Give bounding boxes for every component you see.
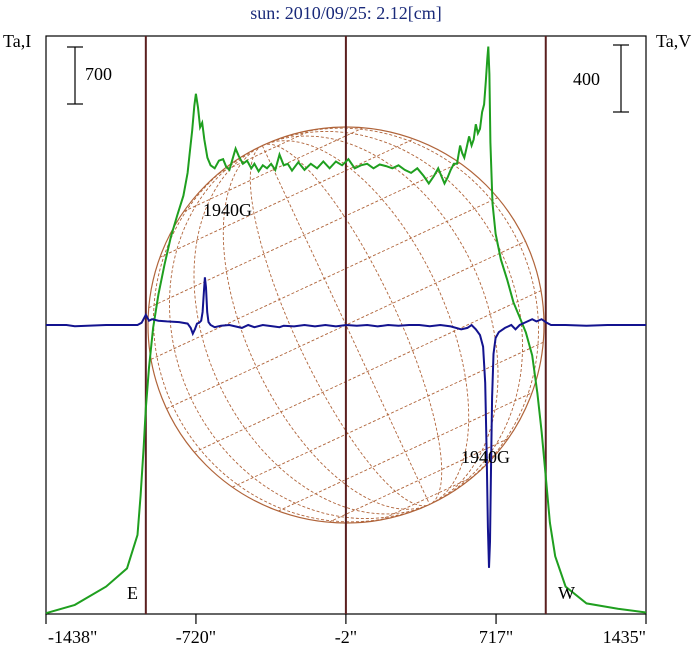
disk-grid-lines [148,127,544,523]
west-limb-label: W [558,583,575,603]
left-axis-label: Ta,I [3,31,31,51]
intensity-series-line [45,46,647,615]
disk-latitude-line [148,162,460,309]
disk-meridian-line [169,145,430,519]
disk-meridian-line [262,127,539,505]
east-limb-label: E [127,583,138,603]
solar-disk-grid [147,126,545,524]
disk-meridian-line [193,145,430,515]
disk-meridian-line [262,143,443,505]
disk-latitude-line [183,127,364,212]
x-tick-label: -1438" [48,627,97,647]
x-axis-ticks: -1438" -720" -2" 717" 1435" [45,614,647,647]
right-scale-bar [613,44,629,113]
right-axis-label: Ta,V [656,31,691,51]
x-tick-label: 717" [479,627,513,647]
disk-latitude-line [380,476,474,521]
right-scale-bar-label: 400 [573,69,600,89]
x-tick-label: -720" [176,627,216,647]
disk-latitude-line [278,392,533,512]
left-scale-bar-label: 700 [85,64,112,84]
x-tick-label: -2" [335,627,357,647]
annotation-1940g-left: 1940G [203,200,252,220]
polarization-series-line [46,277,646,568]
annotation-1940g-right: 1940G [461,447,510,467]
chart-title: sun: 2010/09/25: 2.12[cm] [250,3,442,23]
disk-latitude-line [194,290,542,453]
disk-meridian-line [153,145,430,523]
disk-meridian-line [262,140,470,505]
x-tick-label: 1435" [603,627,646,647]
disk-meridian-line [262,135,499,505]
disk-latitude-line [328,438,509,523]
disk-meridian-line [262,131,523,505]
left-scale-bar [67,46,83,105]
disk-meridian-line [222,145,430,510]
disk-meridian-line [249,145,430,507]
